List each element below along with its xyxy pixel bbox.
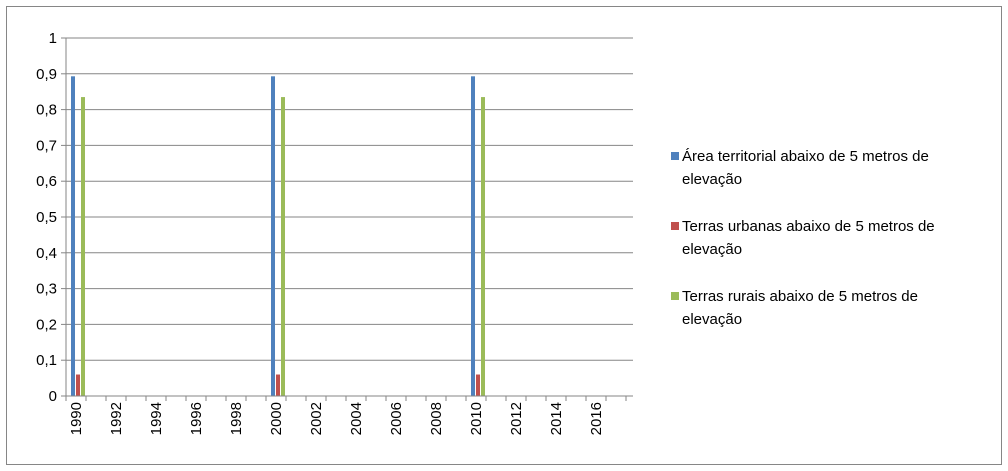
chart-frame — [6, 6, 1002, 465]
x-tick-label: 2010 — [468, 402, 485, 435]
gridlines — [61, 37, 633, 397]
legend-swatch — [671, 292, 679, 300]
legend: Área territorial abaixo de 5 metros de el… — [671, 148, 935, 328]
legend-label: elevação — [682, 241, 742, 258]
x-tick-label: 2006 — [388, 402, 405, 435]
y-tick-label: 0,5 — [36, 209, 57, 226]
x-tick-label: 2008 — [428, 402, 445, 435]
x-tick-label: 2012 — [508, 402, 525, 435]
y-tick-label: 0,9 — [36, 66, 57, 83]
legend-label: Terras rurais abaixo de 5 metros de — [682, 288, 918, 305]
bars — [71, 76, 485, 396]
bar — [281, 97, 285, 396]
y-tick-label: 0,7 — [36, 137, 57, 154]
y-tick-label: 0,4 — [36, 245, 57, 262]
y-tick-label: 0 — [49, 388, 57, 405]
x-tick-label: 1990 — [68, 402, 85, 435]
bar — [476, 374, 480, 396]
bar — [271, 76, 275, 396]
x-tick-label: 2016 — [588, 402, 605, 435]
y-tick-label: 0,2 — [36, 316, 57, 333]
x-tick-label: 2002 — [308, 402, 325, 435]
y-tick-label: 0,3 — [36, 281, 57, 298]
bar — [481, 97, 485, 396]
y-tick-label: 1 — [49, 30, 57, 47]
x-tick-label: 1998 — [228, 402, 245, 435]
bar — [81, 97, 85, 396]
x-tick-label: 2000 — [268, 402, 285, 435]
y-tick-label: 0,1 — [36, 352, 57, 369]
y-tick-labels: 0 0,1 0,2 0,3 0,4 0,5 0,6 0,7 0,8 0,9 1 — [36, 30, 57, 405]
legend-label: elevação — [682, 171, 742, 188]
bar — [76, 374, 80, 396]
x-tick-label: 1992 — [108, 402, 125, 435]
legend-label: elevação — [682, 311, 742, 328]
x-tick-labels: 1990 1992 1994 1996 1998 2000 2002 2004 2006 2008… — [65, 396, 627, 435]
y-tick-label: 0,8 — [36, 102, 57, 119]
legend-swatch — [671, 152, 679, 160]
legend-swatch — [671, 222, 679, 230]
bar — [71, 76, 75, 396]
x-tick-label: 2014 — [548, 402, 565, 435]
axes — [65, 38, 633, 397]
legend-label: Área territorial abaixo de 5 metros de — [682, 148, 929, 165]
x-tick-label: 1994 — [148, 402, 165, 435]
bar — [276, 374, 280, 396]
y-tick-label: 0,6 — [36, 173, 57, 190]
legend-label: Terras urbanas abaixo de 5 metros de — [682, 218, 935, 235]
x-tick-label: 1996 — [188, 402, 205, 435]
x-tick-label: 2004 — [348, 402, 365, 435]
bar — [471, 76, 475, 396]
